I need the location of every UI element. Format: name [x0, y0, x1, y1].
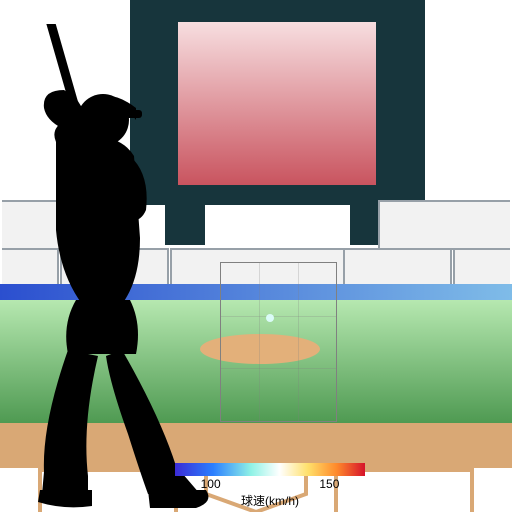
infield-dirt: [0, 423, 512, 468]
stands: [343, 248, 452, 286]
colorbar-tick-label: 150: [319, 477, 339, 491]
pitch-location-chart: 100 150 球速(km/h): [0, 0, 512, 512]
stands: [453, 248, 510, 286]
stands: [2, 248, 59, 286]
scoreboard-screen: [178, 22, 376, 185]
colorbar-tick-label: 100: [201, 477, 221, 491]
colorbar-ticks: 100 150: [175, 477, 365, 491]
stands: [60, 248, 169, 286]
scoreboard-pillar: [165, 205, 205, 245]
pitch-marker: [266, 314, 274, 322]
colorbar-title: 球速(km/h): [175, 492, 365, 509]
strike-zone: [220, 262, 337, 422]
colorbar-gradient: [175, 463, 365, 476]
speed-colorbar: 100 150 球速(km/h): [175, 463, 365, 507]
stands: [2, 200, 134, 250]
stands: [378, 200, 510, 250]
